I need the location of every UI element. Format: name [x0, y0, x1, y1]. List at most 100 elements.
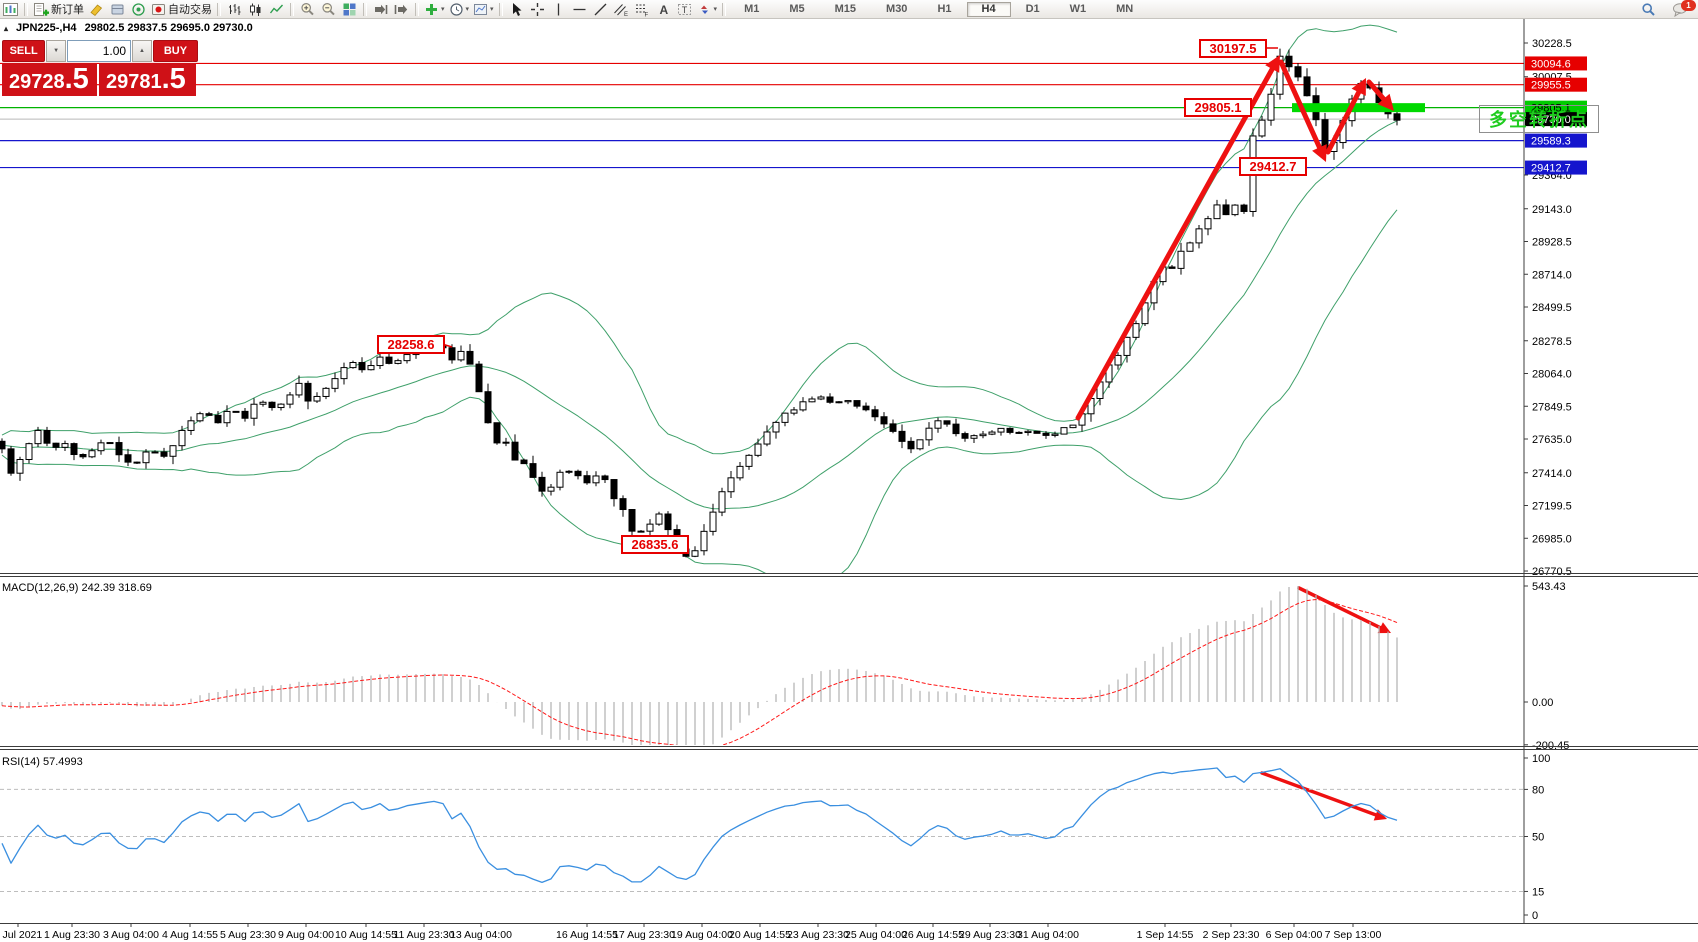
timeframe-m15[interactable]: M15: [834, 3, 857, 15]
price-callout-box[interactable]: [621, 535, 689, 554]
arrows-button[interactable]: ▾: [695, 1, 720, 17]
svg-text:T: T: [681, 5, 687, 15]
time-tick-label: 2 Sep 23:30: [1203, 929, 1260, 941]
trend-arrow-1[interactable]: [1075, 66, 1275, 421]
rsi-label: RSI(14) 57.4993: [2, 756, 83, 768]
tile-windows-button[interactable]: [339, 1, 360, 17]
price-tick-label: 27414.0: [1532, 468, 1572, 480]
cursor-button[interactable]: [506, 1, 527, 17]
indicators-icon: [424, 2, 439, 17]
toolbar-right-group: 1: [1638, 0, 1696, 18]
macd-pane[interactable]: [1, 586, 1398, 752]
candlestick-chart-button[interactable]: [245, 1, 266, 17]
price-callout-text: 30197.5: [1210, 41, 1257, 56]
timeframe-mn[interactable]: MN: [1116, 3, 1134, 15]
trendline-button[interactable]: [590, 1, 611, 17]
rsi-down-arrow[interactable]: [1260, 771, 1378, 817]
svg-text:E: E: [624, 12, 628, 17]
collapse-marker-icon[interactable]: ▴: [4, 23, 9, 33]
volume-decrease-button[interactable]: ▼: [46, 40, 67, 62]
buy-price[interactable]: 29781 .5: [99, 63, 196, 96]
volume-input[interactable]: [67, 40, 132, 62]
text-button[interactable]: A: [653, 1, 674, 17]
sell-price[interactable]: 29728 .5: [2, 63, 97, 96]
dropdown-caret-icon: ▾: [441, 5, 445, 13]
templates-icon: [473, 2, 488, 17]
notifications-button[interactable]: 1: [1669, 0, 1696, 17]
new-order-button-label: 新订单: [51, 3, 84, 16]
time-tick-label: 4 Aug 14:55: [162, 929, 218, 941]
indicators-button[interactable]: ▾: [422, 1, 447, 17]
buy-button[interactable]: BUY: [152, 40, 198, 62]
crosshair-button[interactable]: [527, 1, 548, 17]
line-chart-button[interactable]: [266, 1, 287, 17]
macd-down-arrow[interactable]: [1297, 586, 1382, 630]
price-callout-box[interactable]: [1239, 157, 1307, 176]
search-button[interactable]: [1638, 1, 1659, 17]
support-zone-band[interactable]: [1292, 103, 1425, 113]
timeframe-m5[interactable]: M5: [789, 3, 805, 15]
macd-signal-line: [1, 599, 1398, 745]
current-price-tag: [1525, 112, 1587, 127]
chart-shift-button[interactable]: [391, 1, 412, 17]
sell-price-main: 29728: [9, 71, 65, 93]
autotrading-button[interactable]: 自动交易: [149, 1, 214, 17]
time-tick-label: 6 Sep 04:00: [1266, 929, 1323, 941]
macd-axis-label: 0.00: [1532, 697, 1553, 709]
price-tag-29412.7-text: 29412.7: [1531, 163, 1571, 175]
rsi-pane[interactable]: [0, 767, 1524, 892]
bull-bear-turning-point-note[interactable]: 多空转折点: [1479, 105, 1599, 133]
market-depth-button[interactable]: [107, 1, 128, 17]
price-callout-box[interactable]: [1199, 39, 1267, 58]
price-tag-29805.1: [1525, 100, 1587, 115]
timeframe-m30[interactable]: M30: [886, 3, 908, 15]
ohlc-values: 29802.5 29837.5 29695.0 29730.0: [84, 22, 253, 34]
chart-window-button[interactable]: [0, 1, 21, 17]
trend-arrow-3[interactable]: [1325, 89, 1362, 155]
dropdown-caret-icon: ▾: [465, 5, 470, 13]
time-tick-label: 29 Aug 23:30: [959, 929, 1021, 941]
fibonacci-button[interactable]: F: [632, 1, 653, 17]
macd-axis-label: -200.45: [1532, 740, 1569, 752]
horizontal-line-button[interactable]: [569, 1, 590, 17]
timeframe-d1[interactable]: D1: [1025, 3, 1040, 15]
sell-button[interactable]: SELL: [2, 40, 46, 62]
volume-increase-button[interactable]: ▲: [132, 40, 152, 62]
templates-button[interactable]: ▾: [471, 1, 496, 17]
price-tick-label: 27849.5: [1532, 401, 1572, 413]
main-pane[interactable]: [0, 24, 1524, 590]
timeframe-h1[interactable]: H1: [937, 3, 952, 15]
zoom-out-button[interactable]: [318, 1, 339, 17]
timeframe-h4[interactable]: H4: [966, 1, 1011, 17]
trend-arrow-4[interactable]: [1366, 79, 1387, 102]
bar-chart-button[interactable]: [224, 1, 245, 17]
signals-button[interactable]: [128, 1, 149, 17]
timeframe-w1[interactable]: W1: [1069, 3, 1087, 15]
pane-separators[interactable]: [0, 573, 1698, 924]
new-order-button[interactable]: 新订单: [31, 1, 86, 17]
auto-scroll-button[interactable]: [370, 1, 391, 17]
price-callout-box[interactable]: [377, 335, 445, 354]
equidistant-channel-button[interactable]: E: [611, 1, 632, 17]
price-tag-29589.3-text: 29589.3: [1531, 136, 1571, 148]
toolbar-group: [297, 0, 360, 18]
price-axis[interactable]: 30228.530007.529364.029143.028928.528714…: [1523, 19, 1587, 923]
time-tick-label: 19 Aug 04:00: [671, 929, 733, 941]
trend-arrow-2[interactable]: [1278, 59, 1322, 150]
macd-label: MACD(12,26,9) 242.39 318.69: [2, 582, 152, 594]
periods-button[interactable]: ▾: [447, 1, 472, 17]
time-tick-label: 31 Aug 04:00: [1017, 929, 1079, 941]
price-tick-label: 28499.5: [1532, 302, 1572, 314]
timeframe-m1[interactable]: M1: [744, 3, 760, 15]
text-label-button[interactable]: T: [674, 1, 695, 17]
metaeditor-button[interactable]: [86, 1, 107, 17]
price-tick-label: 26985.0: [1532, 533, 1572, 545]
price-callout-box[interactable]: [1184, 98, 1252, 117]
toolbar-group: [224, 0, 287, 18]
zoom-in-button[interactable]: [297, 1, 318, 17]
toolbar-group: ▾ ▾ ▾: [422, 0, 496, 18]
price-tick-label: 28928.5: [1532, 237, 1572, 249]
vertical-line-button[interactable]: [548, 1, 569, 17]
